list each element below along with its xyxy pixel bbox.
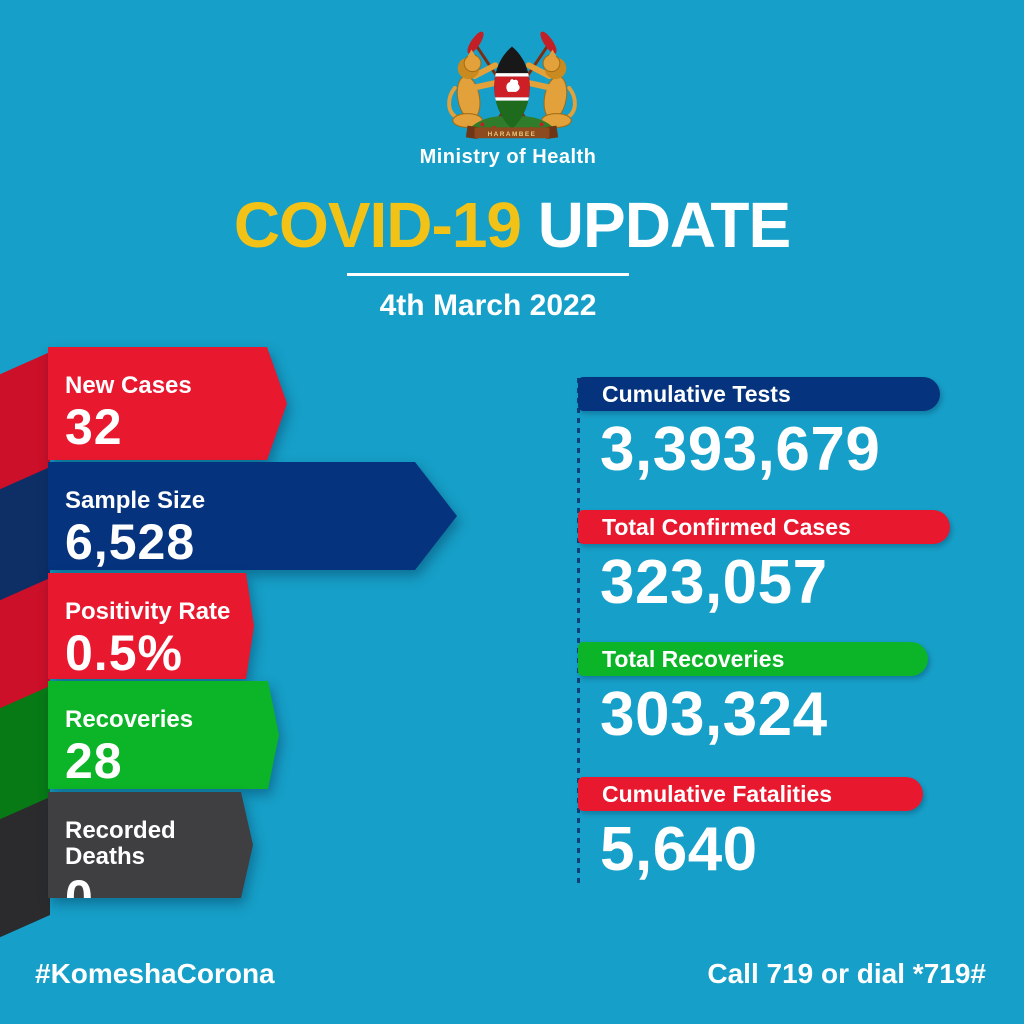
motto-scroll-icon: HARAMBEE xyxy=(465,125,559,140)
stat-value: 6,528 xyxy=(65,514,196,570)
stat-label: Recoveries xyxy=(65,706,194,733)
title-update: UPDATE xyxy=(537,189,791,261)
motto-text: HARAMBEE xyxy=(488,131,537,138)
stat-number: 303,324 xyxy=(600,680,828,749)
stat-label: Sample Size xyxy=(65,487,206,514)
stat-cumulative-tests: Cumulative Tests 3,393,679 xyxy=(578,377,940,481)
stat-total-confirmed-cases: Total Confirmed Cases 323,057 xyxy=(578,510,950,614)
stat-pill-label: Cumulative Fatalities xyxy=(578,777,923,811)
stat-number: 323,057 xyxy=(600,548,828,617)
stat-label: New Cases xyxy=(65,372,192,399)
rooster-icon xyxy=(506,79,520,92)
title-subblock: 4th March 2022 xyxy=(0,263,976,323)
stat-pill-label: Total Recoveries xyxy=(578,642,928,676)
stat-pill-label: Total Confirmed Cases xyxy=(578,510,950,544)
stat-label: Positivity Rate xyxy=(65,598,231,625)
ministry-label: Ministry of Health xyxy=(419,146,597,168)
stat-cumulative-fatalities: Cumulative Fatalities 5,640 xyxy=(578,777,923,881)
stat-number: 3,393,679 xyxy=(600,415,881,484)
stat-value: 28 xyxy=(65,733,123,789)
call-info-label: Call 719 or dial *719# xyxy=(707,958,986,989)
kenya-coat-of-arms-icon: HARAMBEE xyxy=(439,31,585,140)
dashed-guide-line xyxy=(577,378,580,884)
title-underline xyxy=(347,273,629,276)
stat-value: 32 xyxy=(65,399,123,455)
report-date: 4th March 2022 xyxy=(379,289,597,322)
stat-pill-label: Cumulative Tests xyxy=(578,377,940,411)
stat-number: 5,640 xyxy=(600,815,758,884)
hashtag-label: #KomeshaCorona xyxy=(35,958,275,989)
stat-label: Recorded Deaths xyxy=(65,817,176,870)
stat-value: 0 xyxy=(65,870,94,926)
page-title: COVID-19 UPDATE xyxy=(0,188,1024,262)
stat-value: 0.5% xyxy=(65,625,183,681)
title-covid: COVID-19 xyxy=(233,189,522,261)
ribbon-fold xyxy=(0,797,50,938)
stat-total-recoveries: Total Recoveries 303,324 xyxy=(578,642,928,746)
